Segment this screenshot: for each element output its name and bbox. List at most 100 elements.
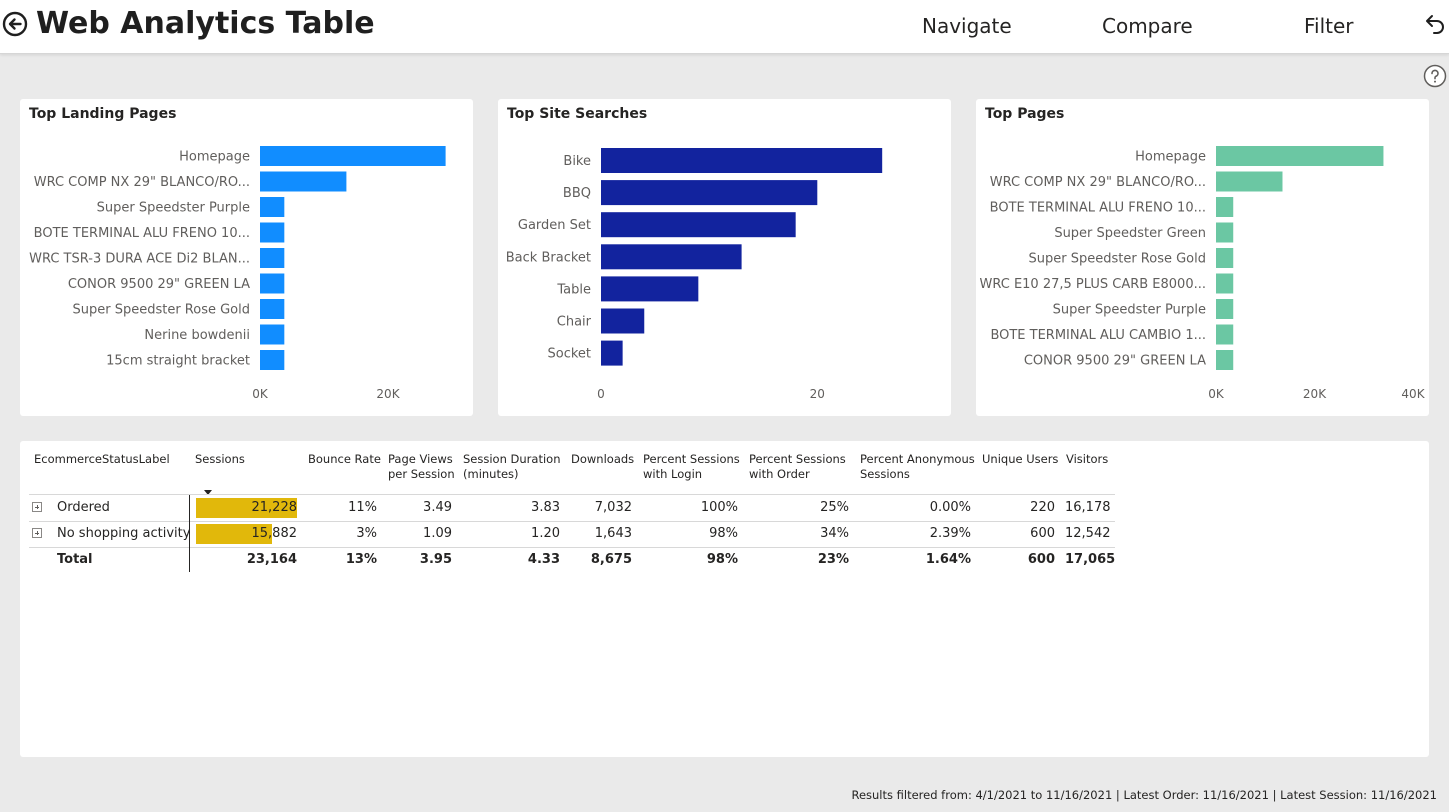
header-text: (minutes) [463,467,519,481]
table-row[interactable]: No shopping activity 15,882 3% 1.09 1.20… [29,521,1115,547]
order-total: 23% [817,552,849,567]
category-label: Table [556,282,591,297]
category-label: BOTE TERMINAL ALU FRENO 10... [34,226,250,241]
header-text: with Login [643,467,703,481]
bar [1216,171,1283,192]
bar [1216,299,1234,319]
bounce-rate-cell: 11% [348,500,377,515]
downloads-total: 8,675 [590,552,632,567]
column-header-sessions[interactable]: Sessions [195,452,245,467]
bar [1216,222,1234,243]
x-tick-label: 20K [1303,387,1327,401]
bar [601,212,796,238]
compare-button[interactable]: Compare [1102,14,1193,38]
row-divider [29,547,1115,548]
web-analytics-table: EcommerceStatusLabel Sessions Bounce Rat… [29,452,1119,582]
login-cell: 98% [709,526,738,541]
expand-plus-icon[interactable] [32,502,42,512]
category-label: 15cm straight bracket [106,354,250,369]
x-tick-label: 0 [597,387,605,401]
category-label: Homepage [179,150,250,165]
category-label: CONOR 9500 29" GREEN LA [68,277,250,292]
bounce-rate-cell: 3% [356,526,377,541]
category-label: Nerine bowdenii [144,328,250,343]
header-text: per Session [388,467,455,481]
unique-users-total: 600 [1027,552,1055,567]
category-label: Garden Set [518,218,591,233]
header-text: Sessions [860,467,910,481]
category-label: WRC COMP NX 29" BLANCO/RO... [990,175,1206,190]
bar [1216,146,1384,166]
sessions-databar [196,524,272,544]
column-header-bounce-rate[interactable]: Bounce Rate [308,452,381,467]
header-text: EcommerceStatusLabel [34,452,170,466]
column-header-downloads[interactable]: Downloads [571,452,634,467]
bar [260,222,285,243]
filter-button[interactable]: Filter [1304,14,1354,38]
category-label: BBQ [563,186,591,201]
downloads-cell: 1,643 [594,526,632,541]
status-cell: No shopping activity [57,526,191,541]
page-views-total: 3.95 [419,552,452,567]
column-header-status[interactable]: EcommerceStatusLabel [34,452,170,467]
filter-footer-text: Results filtered from: 4/1/2021 to 11/16… [851,788,1437,802]
column-header-order[interactable]: Percent Sessions with Order [749,452,846,482]
order-cell: 34% [820,526,849,541]
column-header-session-duration[interactable]: Session Duration (minutes) [463,452,560,482]
top-landing-pages-card: Top Landing Pages Homepage WRC COMP NX 29… [20,99,473,416]
sessions-total: 23,164 [246,552,297,567]
column-header-unique-users[interactable]: Unique Users [982,452,1058,467]
column-header-page-views[interactable]: Page Views per Session [388,452,455,482]
bar [1216,324,1234,345]
session-duration-total: 4.33 [527,552,560,567]
chart-title: Top Site Searches [507,106,648,122]
column-header-login[interactable]: Percent Sessions with Login [643,452,740,482]
unique-users-cell: 220 [1030,500,1055,515]
undo-icon[interactable] [1421,11,1447,37]
x-tick-label: 20K [376,387,400,401]
help-circle-icon[interactable] [1423,64,1447,88]
column-header-anonymous[interactable]: Percent Anonymous Sessions [860,452,975,482]
bar [601,180,818,206]
header-text: Visitors [1066,452,1109,466]
sessions-cell: 21,228 [251,500,298,515]
column-header-visitors[interactable]: Visitors [1066,452,1108,467]
x-tick-label: 20 [810,387,825,401]
header-text: Percent Sessions [643,452,740,466]
bar [601,340,623,366]
bar [601,148,883,173]
login-total: 98% [706,552,738,567]
column-divider [189,495,190,572]
category-label: Super Speedster Purple [97,201,250,216]
top-pages-card: Top Pages Homepage WRC COMP NX 29" BLANCO… [976,99,1429,416]
bar [260,171,347,192]
navigate-button[interactable]: Navigate [922,14,1012,38]
category-label: Chair [557,315,592,330]
bar [1216,350,1234,370]
bar [260,197,285,217]
bar [1216,197,1234,217]
page-views-cell: 1.09 [423,526,452,541]
top-pages-chart: Homepage WRC COMP NX 29" BLANCO/RO... BOTE… [980,146,1426,401]
web-analytics-table-card: EcommerceStatusLabel Sessions Bounce Rat… [20,441,1429,757]
visitors-cell: 12,542 [1065,526,1111,541]
header-text: Downloads [571,452,635,466]
bounce-rate-total: 13% [345,552,377,567]
top-site-searches-chart: Bike BBQ Garden Set Back Bracket Table Chair S… [506,148,883,401]
category-label: WRC TSR-3 DURA ACE Di2 BLAN... [29,252,250,267]
session-duration-cell: 1.20 [531,526,560,541]
expand-plus-icon[interactable] [32,528,42,538]
x-tick-label: 0K [252,387,269,401]
category-label: WRC E10 27,5 PLUS CARB E8000... [980,277,1207,292]
bar [260,146,446,166]
top-landing-pages-chart: Homepage WRC COMP NX 29" BLANCO/RO... Supe… [29,146,446,401]
x-tick-label: 0K [1208,387,1225,401]
header-text: Sessions [195,452,245,466]
table-row[interactable]: Ordered 21,228 11% 3.49 3.83 7,032 100% … [29,495,1115,521]
header-divider [29,494,1115,495]
bar [1216,273,1234,294]
x-tick-label: 40K [1401,387,1425,401]
bar [260,273,285,294]
order-cell: 25% [820,500,849,515]
back-arrow-circle-icon[interactable] [2,11,28,37]
